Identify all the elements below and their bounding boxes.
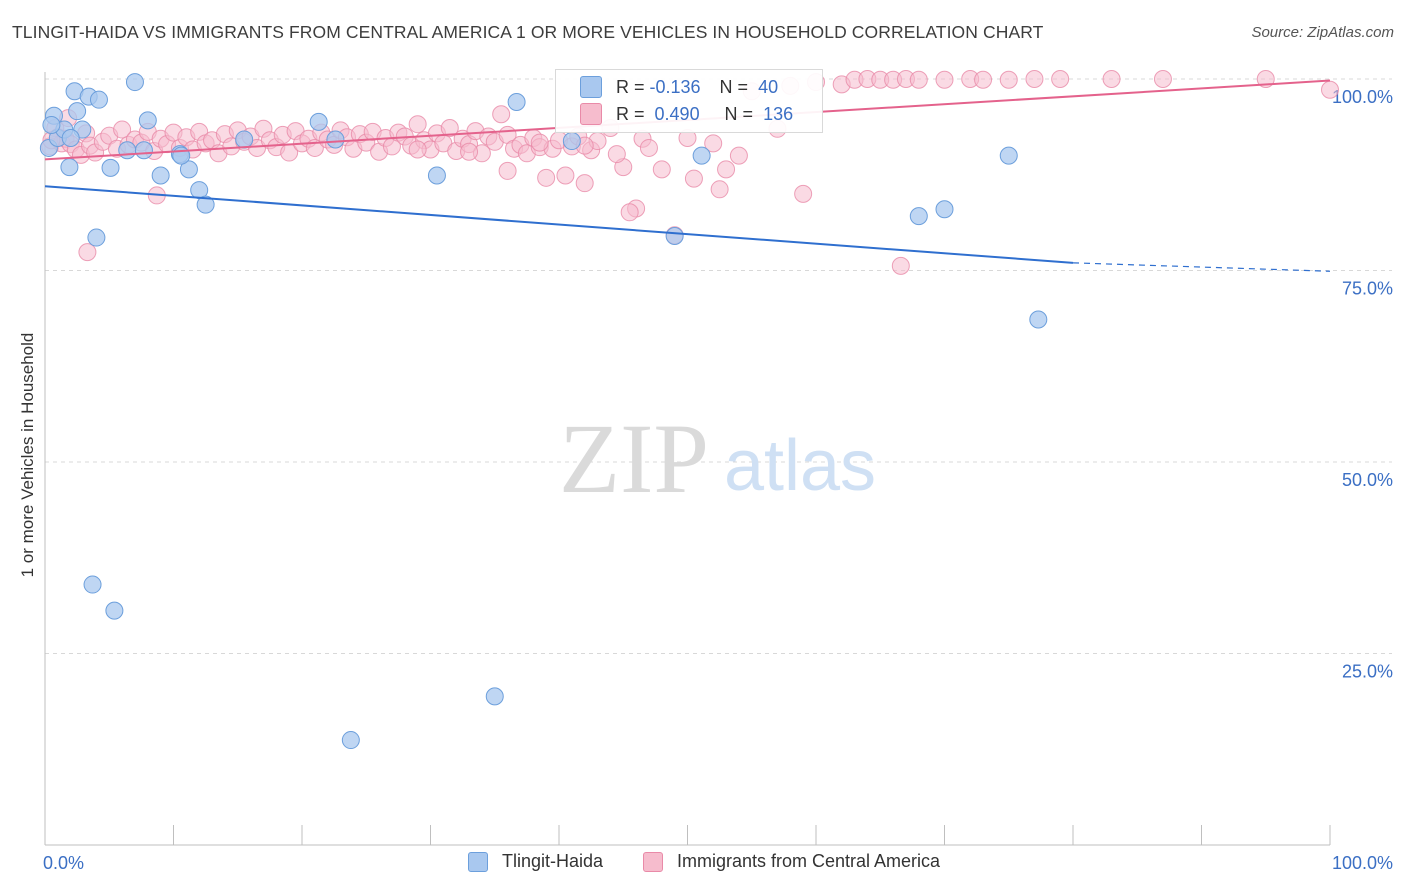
point-tlingit-haida xyxy=(326,130,345,149)
point-tlingit-haida xyxy=(999,146,1018,165)
legend-swatch-pink xyxy=(580,103,602,125)
point-tlingit-haida xyxy=(60,158,79,177)
legend-n-label: N = xyxy=(724,103,754,124)
point-tlingit-haida xyxy=(89,90,108,109)
legend-n-value: 40 xyxy=(758,76,779,97)
chart-title: TLINGIT-HAIDA VS IMMIGRANTS FROM CENTRAL… xyxy=(12,22,1044,42)
point-central-america xyxy=(530,133,549,152)
point-tlingit-haida xyxy=(485,687,504,706)
legend-n-value: 136 xyxy=(763,103,794,124)
trend-line-tlingit-haida xyxy=(44,185,1074,264)
point-tlingit-haida xyxy=(692,146,711,165)
point-central-america xyxy=(498,161,517,180)
point-tlingit-haida xyxy=(87,228,106,247)
watermark-atlas: atlas xyxy=(724,426,876,506)
legend-r-value: 0.490 xyxy=(654,103,700,124)
legend-r-label: R = xyxy=(616,103,645,124)
series-legend: Tlingit-Haida Immigrants from Central Am… xyxy=(0,851,1406,879)
y-tick-label: 25.0% xyxy=(1342,662,1393,682)
point-central-america xyxy=(935,70,954,89)
point-tlingit-haida xyxy=(235,130,254,149)
point-tlingit-haida xyxy=(83,575,102,594)
point-central-america xyxy=(537,168,556,187)
point-central-america xyxy=(1153,70,1172,88)
point-tlingit-haida xyxy=(68,102,87,121)
point-central-america xyxy=(113,120,132,139)
point-tlingit-haida xyxy=(61,128,80,147)
point-central-america xyxy=(729,146,748,165)
point-tlingit-haida xyxy=(42,115,61,134)
point-tlingit-haida xyxy=(179,160,198,179)
point-central-america xyxy=(1051,70,1070,88)
point-central-america xyxy=(999,70,1018,89)
x-tick-label: 100.0% xyxy=(1332,853,1393,873)
legend-item-central-america[interactable]: Immigrants from Central America xyxy=(643,851,940,872)
point-tlingit-haida xyxy=(507,92,526,111)
legend-row-tlingit: R = -0.136 N = 40 xyxy=(580,74,778,100)
point-central-america xyxy=(717,160,736,179)
point-central-america xyxy=(1321,80,1339,99)
point-central-america xyxy=(575,174,594,193)
point-central-america xyxy=(1102,70,1121,88)
y-tick-label: 100.0% xyxy=(1332,87,1393,107)
source-label: Source: ZipAtlas.com xyxy=(1251,24,1394,41)
point-tlingit-haida xyxy=(138,111,157,130)
point-central-america xyxy=(78,243,97,262)
point-tlingit-haida xyxy=(134,141,153,160)
point-tlingit-haida xyxy=(125,73,144,92)
point-tlingit-haida xyxy=(1029,310,1048,329)
point-tlingit-haida xyxy=(151,166,170,185)
point-central-america xyxy=(652,160,671,179)
point-tlingit-haida xyxy=(341,731,360,750)
point-central-america xyxy=(492,105,511,124)
point-tlingit-haida xyxy=(665,227,684,246)
x-tick-label: 0.0% xyxy=(43,853,84,873)
point-tlingit-haida xyxy=(196,195,215,214)
point-central-america xyxy=(710,180,729,199)
point-tlingit-haida xyxy=(101,158,120,177)
point-tlingit-haida xyxy=(118,141,137,160)
legend-swatch-blue xyxy=(468,851,488,872)
point-central-america xyxy=(1025,70,1044,88)
point-central-america xyxy=(704,134,723,153)
legend-label-tlingit-haida: Tlingit-Haida xyxy=(502,851,604,871)
point-tlingit-haida xyxy=(105,601,124,620)
point-tlingit-haida xyxy=(427,166,446,185)
point-central-america xyxy=(408,140,427,159)
legend-n-label: N = xyxy=(719,76,749,97)
point-central-america xyxy=(974,70,993,89)
stats-legend: R = -0.136 N = 40 R = 0.490 N = 136 xyxy=(555,69,823,133)
point-tlingit-haida xyxy=(562,132,581,151)
legend-swatch-pink xyxy=(643,851,663,872)
point-central-america xyxy=(794,184,813,203)
legend-item-tlingit-haida[interactable]: Tlingit-Haida xyxy=(468,851,603,872)
legend-row-central-america: R = 0.490 N = 136 xyxy=(580,101,793,127)
legend-r-label: R = xyxy=(616,76,645,97)
legend-r-value: -0.136 xyxy=(649,76,701,97)
point-central-america xyxy=(408,115,427,134)
point-central-america xyxy=(607,145,626,164)
point-central-america xyxy=(909,70,928,89)
point-central-america xyxy=(440,119,459,138)
point-tlingit-haida xyxy=(935,200,954,219)
legend-label-central-america: Immigrants from Central America xyxy=(677,851,941,871)
y-tick-label: 75.0% xyxy=(1342,279,1393,299)
point-central-america xyxy=(891,256,910,275)
watermark-zip: ZIP xyxy=(559,403,709,514)
point-central-america xyxy=(460,142,479,161)
point-central-america xyxy=(556,166,575,185)
legend-swatch-blue xyxy=(580,76,602,98)
point-tlingit-haida xyxy=(909,207,928,226)
trend-line-extension-tlingit-haida xyxy=(1072,262,1331,272)
point-central-america xyxy=(684,169,703,188)
point-central-america xyxy=(620,203,639,222)
y-tick-label: 50.0% xyxy=(1342,470,1393,490)
point-tlingit-haida xyxy=(309,112,328,131)
point-tlingit-haida xyxy=(172,146,191,165)
point-central-america xyxy=(639,138,658,157)
